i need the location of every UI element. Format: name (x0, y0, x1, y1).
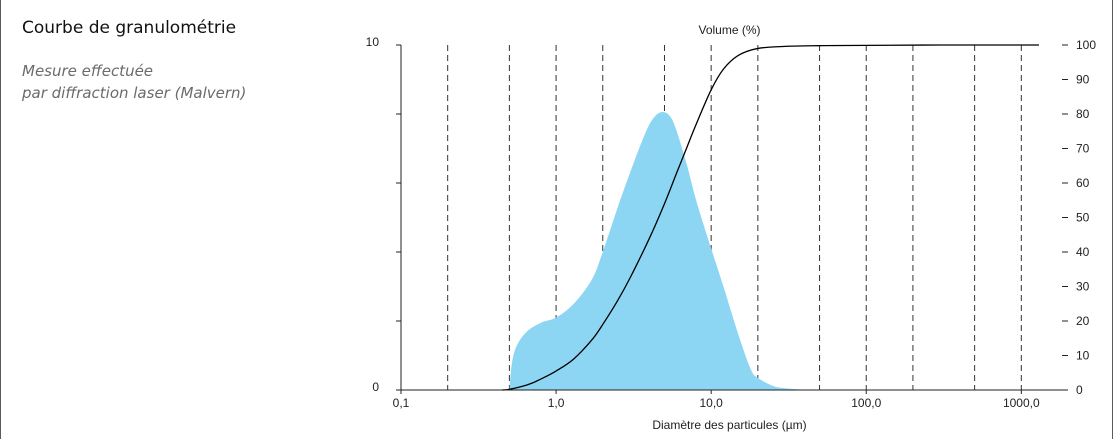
x-axis-tick-label: 100,0 (851, 396, 881, 410)
volume-distribution-fill (509, 112, 820, 390)
subtitle-line-2: par diffraction laser (Malvern) (22, 84, 247, 102)
cumulative-volume-curve (502, 44, 1039, 391)
right-axis-tick-label: 80 (1076, 107, 1090, 121)
right-axis-tick-label: 90 (1076, 73, 1090, 87)
side-panel: Courbe de granulométrie Mesure effectuée… (22, 18, 352, 104)
x-axis-tick-label: 10,0 (699, 396, 723, 410)
right-axis-title: Volume (%) (698, 23, 760, 37)
panel-subtitle: Mesure effectuée par diffraction laser (… (22, 60, 352, 104)
x-axis-tick-label: 1000,0 (1003, 396, 1040, 410)
right-axis-tick-label: 100 (1076, 38, 1096, 52)
left-axis-tick-label: 0 (372, 380, 379, 394)
subtitle-line-1: Mesure effectuée (22, 62, 154, 80)
gridlines (447, 45, 1022, 390)
right-axis-tick-label: 20 (1076, 314, 1090, 328)
x-axis-tick-label: 1,0 (548, 396, 565, 410)
right-axis-tick-label: 60 (1076, 176, 1090, 190)
right-axis-tick-label: 30 (1076, 280, 1090, 294)
panel-title: Courbe de granulométrie (22, 18, 237, 38)
right-axis-tick-label: 0 (1076, 383, 1083, 397)
volume-distribution-area (509, 112, 820, 390)
cumulative-volume-line (502, 44, 1039, 391)
right-axis-tick-label: 10 (1076, 349, 1090, 363)
right-axis-tick-label: 40 (1076, 245, 1090, 259)
left-axis-tick-label: 10 (366, 35, 380, 49)
x-axis-tick-label: 0,1 (393, 396, 410, 410)
right-axis-tick-label: 70 (1076, 142, 1090, 156)
right-axis-tick-label: 50 (1076, 211, 1090, 225)
x-axis-title: Diamètre des particules (µm) (652, 418, 806, 432)
